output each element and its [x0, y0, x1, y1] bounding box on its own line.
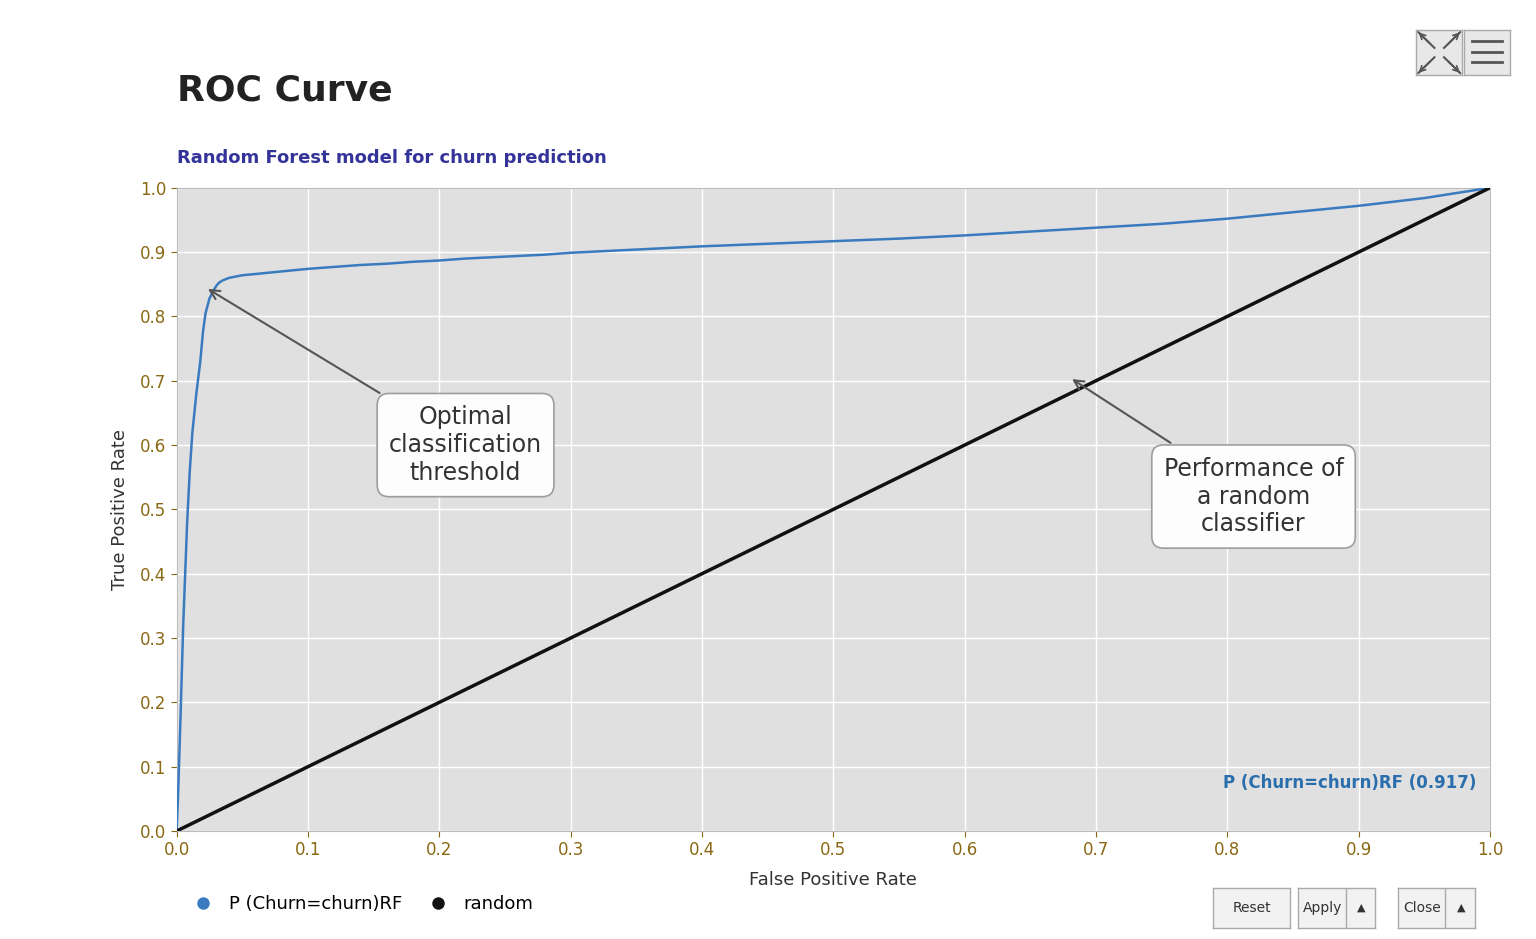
Text: Random Forest model for churn prediction: Random Forest model for churn prediction: [177, 149, 607, 167]
Text: Optimal
classification
threshold: Optimal classification threshold: [210, 290, 542, 485]
Y-axis label: True Positive Rate: True Positive Rate: [111, 429, 129, 590]
Text: ▲: ▲: [1456, 903, 1465, 913]
Text: Reset: Reset: [1232, 901, 1272, 915]
Legend: P (Churn=churn)RF, random: P (Churn=churn)RF, random: [178, 888, 541, 920]
Text: Apply: Apply: [1303, 901, 1342, 915]
Text: ▲: ▲: [1356, 903, 1366, 913]
Text: ROC Curve: ROC Curve: [177, 74, 392, 108]
Text: P (Churn=churn)RF (0.917): P (Churn=churn)RF (0.917): [1223, 775, 1476, 793]
Text: Close: Close: [1404, 901, 1441, 915]
X-axis label: False Positive Rate: False Positive Rate: [750, 870, 917, 888]
Text: Performance of
a random
classifier: Performance of a random classifier: [1074, 380, 1344, 536]
